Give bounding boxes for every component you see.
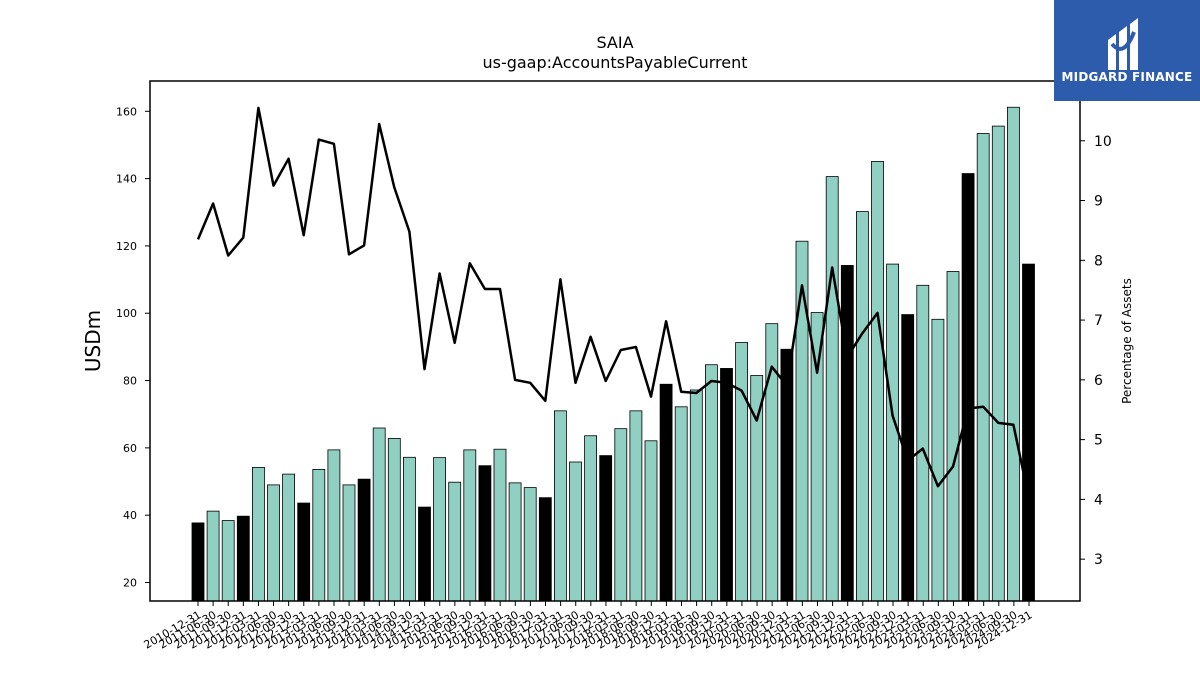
y2-axis-label: Percentage of Assets [1120,278,1134,404]
bar [644,440,658,602]
bar [886,263,899,602]
y2-tick-label: 5 [1094,433,1103,449]
bar [825,176,839,602]
bar [946,271,960,602]
chart-subtitle: us-gaap:AccountsPayableCurrent [482,53,748,72]
chart-title: SAIA [596,33,634,52]
bar [735,342,748,602]
left-axis-ticks: 20 40 60 80 100 120 140 160 [116,105,150,589]
bar [357,478,371,602]
brand-logo: MIDGARD FINANCE [1054,0,1200,101]
bar [297,502,311,602]
bar [448,481,462,602]
bar [689,389,703,602]
bar [614,428,628,602]
bar [478,465,492,602]
y-tick-label: 80 [123,375,137,388]
y-tick-label: 40 [123,509,137,522]
bar [1022,263,1035,602]
x-axis-ticks: 2010-12-312011-06-302011-09-302011-12-31… [142,601,1035,652]
bar [267,484,280,602]
bar [795,240,809,602]
right-axis-ticks: 3 4 5 6 7 8 9 10 [1080,134,1112,568]
bar [674,406,688,602]
y-tick-label: 20 [123,576,137,589]
bar [251,466,265,602]
y2-tick-label: 8 [1094,253,1103,269]
bar [720,368,733,602]
bar [508,482,522,602]
y-tick-label: 60 [123,442,137,455]
bar [418,506,431,602]
y2-tick-label: 9 [1094,194,1103,210]
bar-series [191,106,1035,602]
bar [991,125,1005,602]
bar [569,461,582,602]
line-series [196,106,1030,497]
bar [659,383,673,602]
bar [599,455,613,602]
y-tick-label: 100 [116,307,137,320]
bar [493,448,507,602]
bar [221,520,235,602]
y2-tick-label: 6 [1094,373,1103,389]
brand-name: MIDGARD FINANCE [1061,70,1193,84]
bar [372,427,386,602]
bar [342,484,356,602]
bar [191,522,205,602]
y-axis-label: USDm [81,310,105,372]
plot-frame [149,80,1081,602]
bar [327,449,341,602]
bar [236,515,250,602]
bar [840,265,854,602]
bar [402,456,416,602]
bar [705,364,718,602]
bar [312,469,326,602]
bar [206,510,220,602]
bar [554,410,567,602]
bar [961,173,975,602]
bar [584,435,597,602]
y-tick-label: 120 [116,240,137,253]
bar [856,211,869,602]
bar [523,487,537,602]
bar [1007,106,1020,602]
midgard-logo-icon [1108,18,1138,70]
y-tick-label: 160 [116,105,137,118]
bar [931,318,945,602]
bar [916,284,930,602]
bar [810,312,824,602]
y2-tick-label: 7 [1094,313,1103,329]
bar [538,497,552,602]
y2-tick-label: 4 [1094,492,1103,508]
y-tick-label: 140 [116,173,137,186]
bar [765,323,779,602]
y2-tick-label: 10 [1094,134,1112,150]
bar [463,449,477,602]
bar [433,457,447,602]
bar [629,410,643,602]
bar [976,133,990,602]
pct-line [196,106,1030,497]
bar [282,473,296,602]
bar [387,438,401,602]
bar [871,161,884,602]
y2-tick-label: 3 [1094,552,1103,568]
